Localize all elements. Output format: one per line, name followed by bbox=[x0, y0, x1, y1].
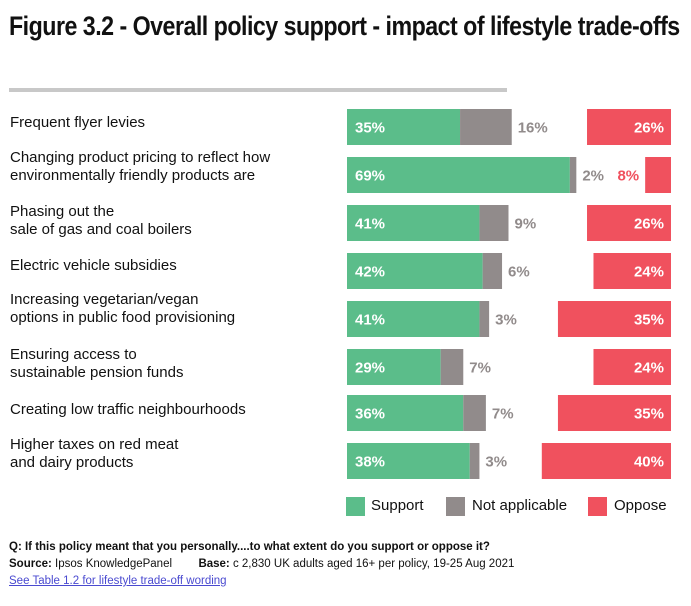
bar-not-applicable bbox=[479, 205, 509, 241]
footnote-source: Source: Ipsos KnowledgePanel Base: c 2,8… bbox=[9, 557, 514, 572]
bar-support bbox=[347, 395, 464, 431]
legend-label-oppose: Oppose bbox=[614, 497, 667, 514]
data-label-oppose: 24% bbox=[634, 264, 664, 281]
data-label-not-applicable: 3% bbox=[495, 312, 517, 329]
bar-not-applicable bbox=[460, 109, 512, 145]
bar-oppose bbox=[645, 157, 671, 193]
bar-not-applicable bbox=[569, 157, 577, 193]
category-label-line: and dairy products bbox=[10, 454, 134, 471]
bar-support bbox=[347, 301, 480, 337]
category-label: Frequent flyer levies bbox=[10, 114, 330, 132]
category-label: Increasing vegetarian/vegan options in pu… bbox=[10, 291, 330, 327]
category-label-line: Phasing out the bbox=[10, 203, 115, 220]
data-label-not-applicable: 7% bbox=[469, 360, 491, 377]
bar-not-applicable bbox=[482, 253, 503, 289]
data-label-oppose: 35% bbox=[634, 406, 664, 423]
data-label-oppose: 40% bbox=[634, 454, 664, 471]
bar-support bbox=[347, 157, 570, 193]
data-label-not-applicable: 16% bbox=[518, 120, 548, 137]
data-label-oppose: 24% bbox=[634, 360, 664, 377]
source-label: Source: bbox=[9, 558, 52, 570]
data-label-oppose: 8% bbox=[617, 168, 639, 185]
category-label: Phasing out the sale of gas and coal boil… bbox=[10, 203, 330, 239]
bar-support bbox=[347, 109, 461, 145]
base-value: c 2,830 UK adults aged 16+ per policy, 1… bbox=[232, 558, 515, 570]
category-label: Electric vehicle subsidies bbox=[10, 257, 330, 275]
bar-not-applicable bbox=[463, 395, 486, 431]
category-label-line: Creating low traffic neighbourhoods bbox=[10, 401, 246, 418]
bar-oppose bbox=[557, 301, 671, 337]
data-label-not-applicable: 3% bbox=[485, 454, 507, 471]
bar-oppose bbox=[587, 205, 671, 241]
legend-swatch-not-applicable bbox=[446, 497, 465, 516]
bar-not-applicable bbox=[479, 301, 490, 337]
bar-oppose bbox=[593, 253, 671, 289]
legend-swatch-oppose bbox=[588, 497, 607, 516]
chart-title: Figure 3.2 - Overall policy support - im… bbox=[9, 11, 680, 41]
data-label-not-applicable: 7% bbox=[492, 406, 514, 423]
data-label-not-applicable: 9% bbox=[515, 216, 537, 233]
category-label: Ensuring access to sustainable pension fu… bbox=[10, 346, 330, 382]
footnote-question: Q: If this policy meant that you persona… bbox=[9, 541, 490, 553]
source-value: Ipsos KnowledgePanel bbox=[55, 558, 173, 570]
data-label-support: 35% bbox=[355, 120, 385, 137]
data-label-support: 29% bbox=[355, 360, 385, 377]
bar-not-applicable bbox=[440, 349, 464, 385]
title-divider bbox=[9, 88, 507, 92]
category-label-line: Higher taxes on red meat bbox=[10, 436, 179, 453]
data-label-support: 36% bbox=[355, 406, 385, 423]
category-label-line: sustainable pension funds bbox=[10, 364, 184, 381]
wording-table-link[interactable]: See Table 1.2 for lifestyle trade-off wo… bbox=[9, 575, 227, 587]
data-label-support: 41% bbox=[355, 312, 385, 329]
bar-oppose bbox=[541, 443, 671, 479]
bar-support bbox=[347, 443, 470, 479]
data-label-not-applicable: 6% bbox=[508, 264, 530, 281]
category-label-line: environmentally friendly products are bbox=[10, 167, 256, 184]
bar-support bbox=[347, 253, 483, 289]
data-label-oppose: 26% bbox=[634, 120, 664, 137]
bar-support bbox=[347, 349, 441, 385]
category-label-line: options in public food provisioning bbox=[10, 309, 236, 326]
bar-not-applicable bbox=[469, 443, 480, 479]
data-label-support: 42% bbox=[355, 264, 385, 281]
legend-label-support: Support bbox=[371, 497, 424, 514]
legend-label-not-applicable: Not applicable bbox=[472, 497, 568, 514]
category-label-line: Ensuring access to bbox=[10, 346, 137, 363]
data-label-support: 38% bbox=[355, 454, 385, 471]
bar-oppose bbox=[593, 349, 671, 385]
category-label-line: sale of gas and coal boilers bbox=[10, 221, 192, 238]
bar-oppose bbox=[587, 109, 671, 145]
category-label-line: Increasing vegetarian/vegan bbox=[10, 291, 199, 308]
category-label: Changing product pricing to reflect how e… bbox=[10, 149, 330, 185]
bar-oppose bbox=[557, 395, 671, 431]
category-label-line: Changing product pricing to reflect how bbox=[10, 149, 271, 166]
base-label: Base: bbox=[198, 558, 230, 570]
data-label-oppose: 35% bbox=[634, 312, 664, 329]
data-label-oppose: 26% bbox=[634, 216, 664, 233]
category-label: Higher taxes on red meat and dairy produc… bbox=[10, 436, 330, 472]
category-label-line: Frequent flyer levies bbox=[10, 114, 146, 131]
category-label: Creating low traffic neighbourhoods bbox=[10, 401, 330, 419]
data-label-not-applicable: 2% bbox=[582, 168, 604, 185]
data-label-support: 41% bbox=[355, 216, 385, 233]
legend-swatch-support bbox=[346, 497, 365, 516]
category-label-line: Electric vehicle subsidies bbox=[10, 257, 177, 274]
data-label-support: 69% bbox=[355, 168, 385, 185]
bar-support bbox=[347, 205, 480, 241]
